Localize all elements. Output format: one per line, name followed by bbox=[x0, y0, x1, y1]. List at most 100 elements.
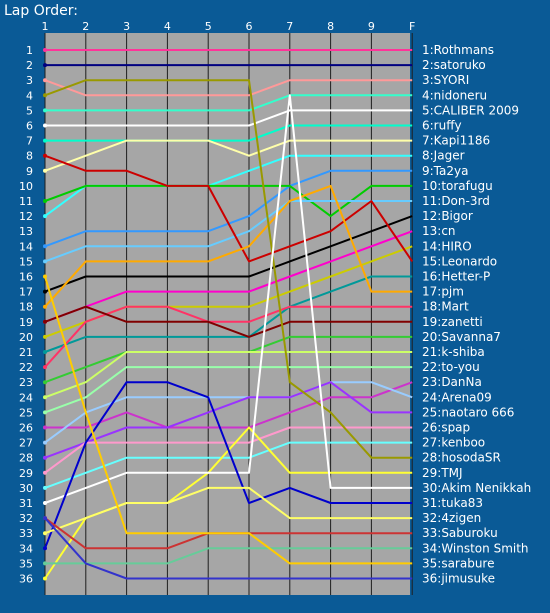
y-tick-label: 31 bbox=[19, 497, 33, 510]
series-start-point bbox=[43, 380, 47, 385]
x-tick-label: 6 bbox=[246, 20, 253, 33]
series-label: 23:DanNa bbox=[422, 375, 482, 389]
series-label: 22:to-you bbox=[422, 360, 480, 374]
series-line bbox=[44, 200, 413, 263]
series-line bbox=[44, 381, 413, 459]
series-line bbox=[44, 305, 413, 338]
series-start-point bbox=[43, 334, 47, 339]
series-label: 10:torafugu bbox=[422, 179, 493, 193]
series-start-point bbox=[43, 350, 47, 354]
series-start-point bbox=[43, 63, 47, 68]
y-tick-label: 21 bbox=[19, 346, 33, 359]
y-tick-label: 5 bbox=[26, 104, 33, 117]
y-tick-label: 30 bbox=[19, 482, 33, 495]
series-label: 1:Rothmans bbox=[422, 43, 494, 57]
series-line bbox=[44, 351, 413, 399]
series-line bbox=[44, 79, 413, 97]
y-tick-label: 13 bbox=[19, 225, 33, 238]
series-line bbox=[44, 230, 413, 323]
y-tick-label: 19 bbox=[19, 316, 33, 329]
series-label: 17:pjm bbox=[422, 285, 464, 299]
y-tick-label: 18 bbox=[19, 301, 33, 314]
y-tick-label: 11 bbox=[19, 195, 33, 208]
x-tick-label: 7 bbox=[286, 20, 293, 33]
y-tick-label: 4 bbox=[26, 89, 33, 102]
series-line bbox=[44, 79, 413, 459]
series-label: 26:spap bbox=[422, 421, 470, 435]
series-start-point bbox=[43, 455, 47, 460]
series-line bbox=[45, 547, 413, 565]
x-axis-ticks: 1 2 3 4 5 6 7 8 9 F bbox=[42, 20, 416, 33]
series-label: 3:SYORI bbox=[422, 73, 469, 87]
series-label: 36:jimusuke bbox=[422, 572, 495, 586]
y-tick-label: 7 bbox=[26, 135, 33, 148]
y-tick-label: 23 bbox=[19, 376, 33, 389]
series-line bbox=[44, 366, 413, 414]
y-axis-ticks: 1234567891011121314151617181920212223242… bbox=[19, 44, 33, 586]
y-tick-label: 29 bbox=[19, 467, 33, 480]
series-label: 24:Arena09 bbox=[422, 390, 492, 404]
series-label: 28:hosodaSR bbox=[422, 451, 501, 465]
series-label: 32:4zigen bbox=[422, 511, 481, 525]
series-start-point bbox=[43, 274, 47, 279]
series-label: 13:cn bbox=[422, 224, 456, 238]
series-label: 2:satoruko bbox=[422, 58, 486, 72]
y-tick-label: 27 bbox=[19, 437, 33, 450]
series-label: 18:Mart bbox=[422, 300, 469, 314]
series-label: 5:CALIBER 2009 bbox=[422, 103, 519, 117]
series-line bbox=[44, 517, 413, 580]
series-start-point bbox=[43, 425, 47, 430]
series-start-point bbox=[43, 123, 47, 128]
series-label: 33:Saburoku bbox=[422, 526, 498, 540]
series-label: 25:naotaro 666 bbox=[422, 405, 514, 419]
series-start-point bbox=[43, 138, 47, 143]
y-tick-label: 28 bbox=[19, 452, 33, 465]
series-line bbox=[44, 154, 414, 263]
series-start-point bbox=[43, 168, 47, 173]
series-lines bbox=[43, 48, 414, 581]
y-tick-label: 9 bbox=[26, 165, 33, 178]
series-start-point bbox=[43, 561, 47, 566]
y-tick-label: 33 bbox=[19, 527, 33, 540]
y-tick-label: 24 bbox=[19, 391, 33, 404]
series-start-point bbox=[43, 470, 47, 475]
series-line bbox=[44, 381, 413, 549]
series-start-point bbox=[43, 365, 47, 370]
series-label: 20:Savanna7 bbox=[422, 330, 501, 344]
series-label: 19:zanetti bbox=[422, 315, 483, 329]
final-order-labels: 1:Rothmans2:satoruko3:SYORI4:nidoneru5:C… bbox=[422, 43, 531, 586]
x-tick-label: 2 bbox=[82, 20, 89, 33]
series-line bbox=[44, 426, 413, 474]
series-line bbox=[44, 275, 413, 353]
series-start-point bbox=[43, 153, 47, 158]
series-label: 14:HIRO bbox=[422, 239, 472, 253]
y-tick-label: 8 bbox=[26, 150, 33, 163]
series-start-point bbox=[43, 108, 47, 113]
y-tick-label: 12 bbox=[19, 210, 33, 223]
x-tick-label: 4 bbox=[164, 20, 171, 33]
series-line bbox=[44, 486, 413, 535]
series-line bbox=[45, 109, 413, 127]
series-label: 6:ruffy bbox=[422, 119, 462, 133]
x-tick-label: 9 bbox=[368, 20, 375, 33]
series-start-point bbox=[43, 410, 47, 415]
y-tick-label: 2 bbox=[26, 59, 33, 72]
series-start-point bbox=[43, 304, 47, 309]
series-label: 16:Hetter-P bbox=[422, 270, 490, 284]
x-tick-label: 3 bbox=[123, 20, 130, 33]
series-line bbox=[44, 184, 413, 308]
series-line bbox=[44, 441, 413, 489]
series-start-point bbox=[43, 199, 47, 203]
y-tick-label: 36 bbox=[19, 573, 33, 586]
series-line bbox=[44, 94, 413, 504]
series-start-point bbox=[43, 93, 47, 98]
y-tick-label: 6 bbox=[26, 120, 33, 133]
series-start-point bbox=[43, 440, 47, 445]
series-start-point bbox=[43, 259, 47, 264]
series-label: 35:sarabure bbox=[422, 556, 494, 570]
series-label: 8:Jager bbox=[422, 149, 465, 163]
y-tick-label: 10 bbox=[19, 180, 33, 193]
plot-area bbox=[45, 33, 410, 595]
y-tick-label: 26 bbox=[19, 422, 33, 435]
x-tick-label: 5 bbox=[205, 20, 212, 33]
